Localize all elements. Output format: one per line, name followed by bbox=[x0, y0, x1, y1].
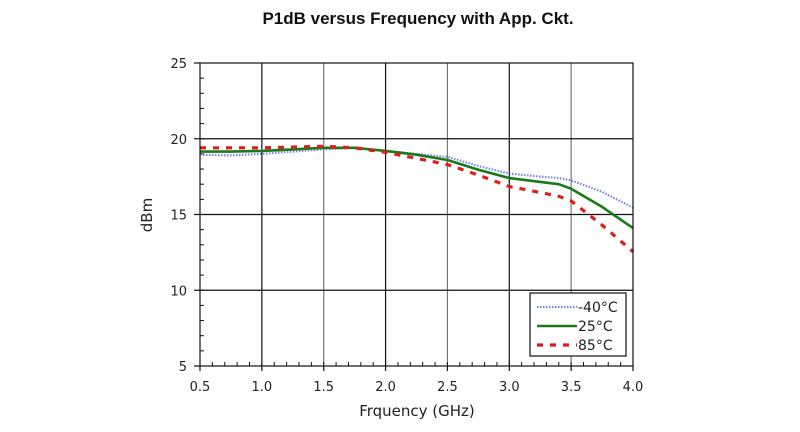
x-axis-label: Frquency (GHz) bbox=[359, 402, 475, 420]
legend-label: 25°C bbox=[578, 319, 613, 335]
series-line-85c bbox=[200, 144, 635, 253]
grid bbox=[200, 63, 633, 366]
y-axis-label: dBm bbox=[138, 198, 156, 232]
x-tick-label: 2.5 bbox=[437, 380, 458, 395]
legend-box bbox=[529, 292, 627, 357]
x-tick-label: 1.5 bbox=[313, 380, 334, 395]
x-tick-label: 3.0 bbox=[499, 380, 520, 395]
x-tick-label: 0.5 bbox=[190, 380, 211, 395]
x-tick-label: 1.0 bbox=[252, 380, 273, 395]
x-tick-label: 4.0 bbox=[623, 380, 644, 395]
series-lines bbox=[199, 144, 635, 253]
x-tick-label: 3.5 bbox=[561, 380, 582, 395]
series-line-25c bbox=[200, 146, 634, 230]
plot-frame bbox=[199, 62, 634, 367]
y-tick-label: 5 bbox=[179, 360, 187, 375]
y-tick-label: 15 bbox=[170, 209, 187, 224]
x-tick-label: 2.0 bbox=[375, 380, 396, 395]
legend: -40°C 25°C 85°C bbox=[529, 292, 627, 357]
y-tick-labels: 5 10 15 20 25 bbox=[170, 57, 187, 375]
x-tick-labels: 0.5 1.0 1.5 2.0 2.5 3.0 3.5 4.0 bbox=[190, 380, 644, 395]
y-tick-label: 25 bbox=[170, 57, 187, 72]
legend-label: 85°C bbox=[578, 338, 613, 354]
legend-label: -40°C bbox=[578, 300, 618, 316]
y-tick-label: 10 bbox=[170, 284, 187, 299]
y-tick-label: 20 bbox=[170, 133, 187, 148]
chart-title: P1dB versus Frequency with App. Ckt. bbox=[262, 9, 573, 28]
minor-ticks bbox=[194, 62, 634, 371]
series-line-40c bbox=[199, 146, 634, 209]
